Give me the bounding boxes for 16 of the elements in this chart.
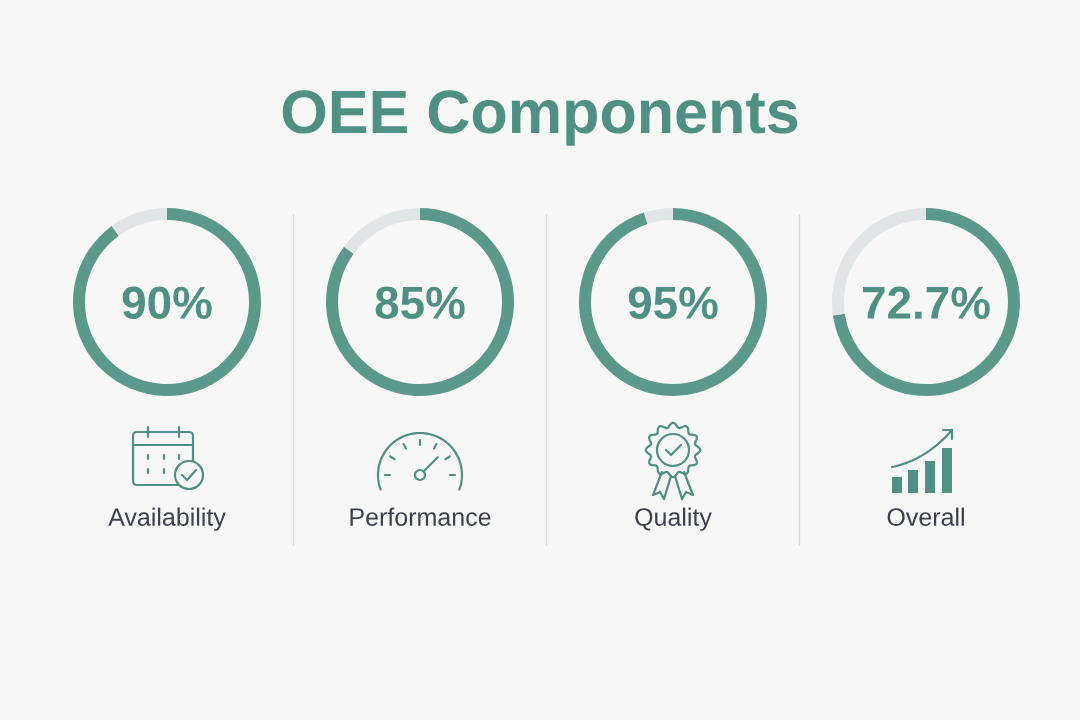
text: Quality [635,507,712,531]
donut-slice [832,208,1020,396]
text: Overall [887,507,964,526]
data-label: 85% [375,286,465,320]
data-label: 90% [122,286,212,320]
text: OEE Components [282,90,798,146]
donut-slice [111,208,167,236]
data-label: 95% [628,286,718,320]
text: Performance [350,507,491,526]
donut-slice [326,208,514,396]
text: Availability [108,507,226,531]
donut-slice [343,208,420,254]
donut-slice [73,208,261,396]
donut-slice [579,208,767,396]
data-label: 72.7% [862,286,990,319]
donut-slice [643,208,673,225]
